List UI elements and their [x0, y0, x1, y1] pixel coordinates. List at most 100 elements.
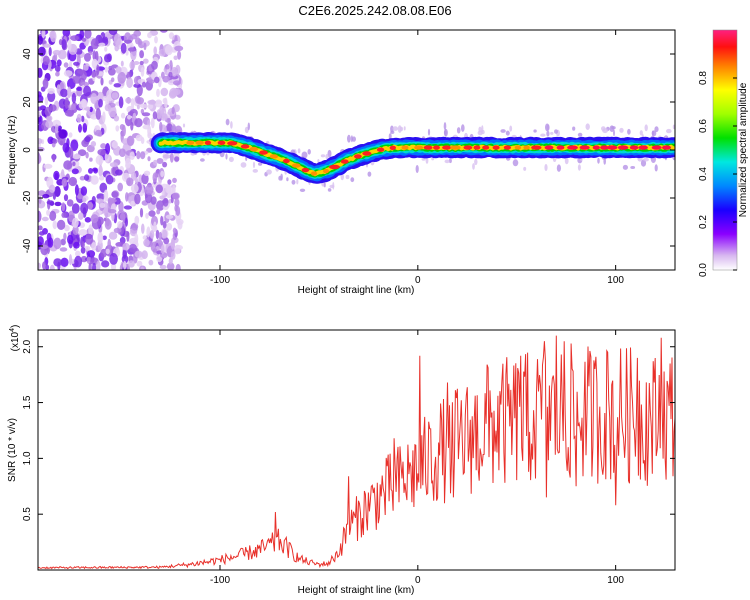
ridge-core [556, 145, 565, 150]
scatter-blob [247, 122, 250, 131]
scatter-blob [654, 164, 658, 172]
noise-blob [63, 232, 67, 241]
scatter-blob [390, 130, 395, 134]
noise-blob [38, 106, 43, 111]
noise-blob [156, 88, 160, 98]
noise-blob [107, 209, 117, 214]
scatter-blob [297, 148, 301, 154]
noise-blob [46, 200, 55, 205]
noise-blob [63, 194, 69, 202]
noise-blob [117, 182, 123, 192]
scatter-blob [512, 159, 519, 167]
noise-blob [125, 217, 128, 227]
scatter-blob [523, 166, 527, 171]
noise-blob [103, 189, 109, 202]
noise-blob [102, 111, 106, 123]
scatter-blob [388, 133, 392, 140]
scatter-blob [505, 130, 510, 136]
ridge-core [204, 140, 212, 145]
scatter-blob [296, 179, 299, 185]
noise-blob [130, 200, 135, 207]
noise-blob [115, 66, 122, 74]
noise-blob [143, 42, 147, 51]
noise-blob [55, 71, 60, 77]
noise-blob [150, 196, 157, 205]
noise-blob [127, 47, 137, 52]
scatter-blob [639, 130, 643, 136]
noise-blob [49, 264, 55, 270]
noise-blob [126, 177, 134, 187]
noise-blob [162, 97, 167, 104]
noise-blob [74, 255, 83, 268]
spectrogram-marks [38, 30, 675, 270]
scatter-blob [286, 177, 289, 182]
noise-blob [79, 175, 86, 181]
noise-blob [175, 263, 181, 270]
noise-blob [50, 30, 57, 43]
noise-blob [44, 106, 52, 117]
ridge-core [567, 145, 578, 150]
ridge-core [592, 145, 600, 150]
noise-blob [72, 75, 82, 84]
noise-blob [54, 123, 59, 134]
ridge-core [362, 151, 372, 156]
scatter-blob [299, 188, 306, 192]
noise-blob [105, 217, 110, 227]
scatter-blob [230, 121, 233, 129]
noise-blob [125, 97, 132, 104]
noise-blob [38, 152, 41, 164]
noise-blob [162, 161, 168, 168]
noise-blob [158, 48, 166, 57]
noise-blob [52, 138, 58, 144]
ridge-core [249, 146, 259, 152]
ridge-core [433, 145, 440, 150]
noise-blob [99, 202, 106, 208]
scatter-blob [654, 126, 659, 133]
ridge-core [514, 145, 522, 150]
noise-blob [73, 61, 80, 66]
noise-blob [111, 191, 119, 198]
noise-blob [64, 97, 70, 109]
noise-blob [171, 185, 176, 195]
noise-blob [162, 154, 172, 159]
noise-blob [90, 93, 98, 104]
noise-blob [46, 115, 53, 122]
scatter-blob [509, 125, 513, 132]
noise-blob [174, 198, 180, 207]
spec-yticks-label: -40 [22, 238, 33, 253]
spectrogram-panel: -100 0 100 -40 -20 0 20 40 Height of straight … [7, 29, 676, 296]
scatter-blob [550, 131, 554, 135]
scatter-blob [291, 179, 296, 185]
noise-blob [172, 177, 177, 183]
scatter-blob [613, 129, 615, 137]
noise-blob [73, 241, 80, 249]
noise-blob [151, 60, 158, 70]
ridge-core [323, 168, 329, 174]
noise-blob [174, 156, 180, 162]
noise-blob [134, 193, 141, 205]
noise-blob [108, 30, 118, 36]
scatter-blob [320, 154, 326, 158]
noise-blob [170, 239, 175, 250]
noise-blob [72, 217, 79, 228]
snr-xticks-label: 100 [607, 575, 624, 586]
noise-blob [160, 244, 165, 255]
noise-blob [128, 243, 137, 253]
noise-blob [174, 244, 181, 255]
ridge-core [531, 145, 542, 150]
noise-blob [141, 173, 149, 185]
noise-blob [38, 236, 44, 247]
noise-blob [140, 66, 145, 77]
scatter-blob [403, 126, 406, 131]
spectrogram-x-label: Height of straight line (km) [298, 285, 415, 296]
noise-blob [38, 210, 42, 223]
noise-blob [46, 209, 51, 216]
ridge-core [423, 145, 433, 150]
noise-blob [42, 194, 50, 199]
scatter-blob [252, 169, 258, 173]
noise-blob [104, 66, 109, 73]
noise-blob [38, 67, 43, 78]
scatter-blob [392, 126, 399, 131]
ridge-core [651, 145, 662, 150]
